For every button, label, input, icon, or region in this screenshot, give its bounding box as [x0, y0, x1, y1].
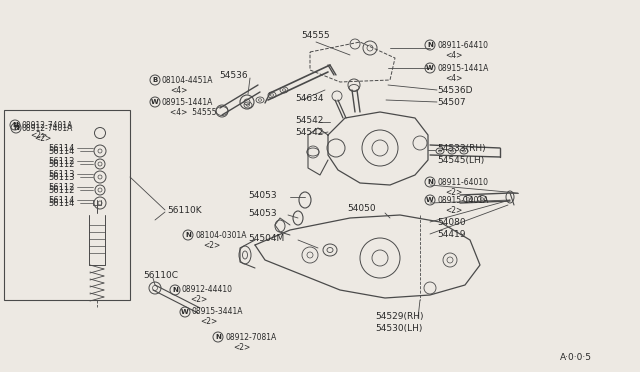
Text: 08912-7401A: 08912-7401A	[22, 121, 74, 129]
Text: 56114: 56114	[48, 147, 74, 155]
Text: <2>: <2>	[203, 241, 220, 250]
Text: 54542: 54542	[295, 115, 323, 125]
Text: 08912-7081A: 08912-7081A	[225, 333, 276, 341]
Text: 54050: 54050	[347, 203, 376, 212]
Text: 54053: 54053	[248, 208, 276, 218]
Text: <2>: <2>	[445, 187, 462, 196]
Text: <2>: <2>	[233, 343, 250, 352]
Text: 56112: 56112	[48, 186, 74, 195]
Text: <2>: <2>	[445, 205, 462, 215]
Text: 54555: 54555	[301, 31, 330, 39]
Text: 56114: 56114	[48, 144, 74, 153]
Text: <2>: <2>	[34, 134, 51, 142]
Text: 56114: 56114	[48, 199, 74, 208]
Text: N: N	[172, 287, 178, 293]
Text: 54536D: 54536D	[437, 86, 472, 94]
Text: W: W	[151, 99, 159, 105]
Text: 54053: 54053	[248, 190, 276, 199]
Text: <4>  54555: <4> 54555	[170, 108, 216, 116]
Bar	[4, 110, 130, 300]
Text: 08911-64010: 08911-64010	[437, 177, 488, 186]
Text: N: N	[12, 122, 18, 128]
Text: 08915-1401A: 08915-1401A	[437, 196, 488, 205]
Text: 08915-1441A: 08915-1441A	[437, 64, 488, 73]
Text: 56114: 56114	[48, 196, 74, 205]
Text: 54545(LH): 54545(LH)	[437, 155, 484, 164]
Text: 56113: 56113	[48, 173, 74, 182]
Text: 08915-3441A: 08915-3441A	[192, 308, 243, 317]
Text: 08915-1441A: 08915-1441A	[162, 97, 213, 106]
Text: N: N	[185, 232, 191, 238]
Text: 54536: 54536	[220, 71, 248, 80]
Text: W: W	[426, 65, 434, 71]
Text: <4>: <4>	[445, 51, 462, 60]
Text: 08104-0301A: 08104-0301A	[195, 231, 246, 240]
Text: N: N	[215, 334, 221, 340]
Text: N: N	[427, 179, 433, 185]
Text: <2>: <2>	[200, 317, 217, 327]
Text: W: W	[426, 197, 434, 203]
Text: 54634: 54634	[295, 93, 323, 103]
Text: 54529(RH): 54529(RH)	[375, 312, 424, 321]
Text: 56113: 56113	[48, 170, 74, 179]
Text: A·0·0·5: A·0·0·5	[560, 353, 592, 362]
Text: W: W	[181, 309, 189, 315]
Text: 56112: 56112	[48, 157, 74, 166]
Text: 08912-7401A: 08912-7401A	[22, 124, 74, 132]
Text: 08912-44410: 08912-44410	[182, 285, 233, 295]
Text: 56110C: 56110C	[143, 270, 178, 279]
Text: 56110K: 56110K	[167, 205, 202, 215]
Text: 08104-4451A: 08104-4451A	[162, 76, 214, 84]
Text: 54530(LH): 54530(LH)	[375, 324, 422, 334]
Text: 56112: 56112	[48, 160, 74, 169]
Text: 54533(RH): 54533(RH)	[437, 144, 486, 153]
Text: <2>: <2>	[190, 295, 207, 305]
Text: B: B	[152, 77, 157, 83]
Text: 54419: 54419	[437, 230, 465, 238]
Text: 54504M: 54504M	[248, 234, 284, 243]
Text: 54542: 54542	[295, 128, 323, 137]
Text: <2>: <2>	[30, 131, 47, 140]
Text: <4>: <4>	[445, 74, 462, 83]
Text: <4>: <4>	[170, 86, 188, 94]
Text: 56112: 56112	[48, 183, 74, 192]
Text: 54080: 54080	[437, 218, 466, 227]
Text: 54507: 54507	[437, 97, 466, 106]
Text: N: N	[427, 42, 433, 48]
Text: 08911-64410: 08911-64410	[437, 41, 488, 49]
Text: N: N	[13, 125, 19, 131]
